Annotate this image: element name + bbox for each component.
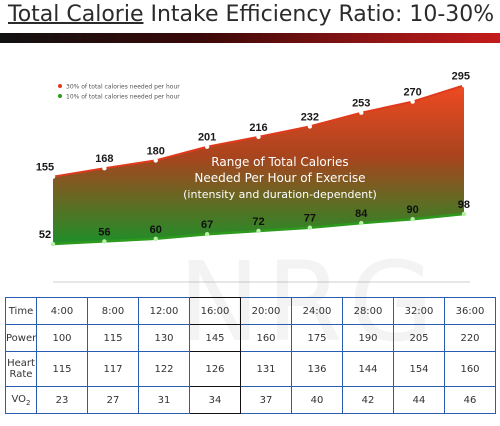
data-point-10pct-5 [307, 225, 313, 230]
data-label-30pct-0: 155 [36, 162, 54, 174]
data-point-10pct-0 [50, 241, 56, 247]
data-label-30pct-8: 295 [452, 70, 470, 82]
table-row: Power 100 115 130 145 160 175 190 205 220 [5, 324, 496, 352]
table-cell: 154 [393, 351, 445, 387]
data-label-10pct-4: 72 [252, 216, 264, 228]
legend: 30% of total calories needed per hour 10%… [58, 84, 180, 101]
data-point-10pct-8 [461, 211, 467, 217]
table-cell: 46 [444, 386, 496, 414]
table-cell: 175 [291, 324, 343, 352]
data-label-30pct-3: 201 [198, 132, 216, 144]
table-cell: 131 [240, 351, 292, 387]
data-label-10pct-0: 52 [39, 229, 51, 241]
table-cell: 40 [291, 386, 343, 414]
table-cell: 37 [240, 386, 292, 414]
annotation-line-2: Needed Per Hour of Exercise [194, 171, 365, 185]
table-cell: 27 [87, 386, 139, 414]
table-cell: 16:00 [189, 297, 241, 325]
table-cell: 115 [36, 351, 88, 387]
table-cell: 42 [342, 386, 394, 414]
table-cell: 220 [444, 324, 496, 352]
data-label-30pct-7: 270 [403, 87, 421, 99]
data-labels: 155 168 180 201 216 232 253 270 295 52 56 60 67 72 77 8… [36, 70, 470, 241]
data-point-30pct-7 [410, 99, 415, 104]
annotation-line-3: (intensity and duration-dependent) [183, 188, 377, 201]
data-table: Time 4:00 8:00 12:00 16:00 20:00 24:00 28:00 32:… [5, 297, 496, 414]
range-area [53, 85, 464, 244]
table-cell: 145 [189, 324, 241, 352]
legend-entry-1: 10% of total calories needed per hour [66, 94, 180, 101]
data-label-30pct-6: 253 [352, 98, 370, 110]
table-row: Time 4:00 8:00 12:00 16:00 20:00 24:00 28:00 32:… [5, 297, 496, 325]
data-point-10pct-6 [359, 220, 364, 226]
legend-entry-0: 30% of total calories needed per hour [66, 84, 180, 91]
data-label-30pct-5: 232 [301, 111, 319, 123]
table-cell: 136 [291, 351, 343, 387]
data-label-30pct-2: 180 [147, 145, 165, 157]
table-cell: 12:00 [138, 297, 190, 325]
table-row: VO2 23 27 31 34 37 40 42 44 46 [5, 386, 496, 414]
row-header: Time [5, 297, 37, 325]
data-point-30pct-4 [256, 134, 261, 140]
table-cell: 28:00 [342, 297, 394, 325]
row-header: Power [5, 324, 37, 352]
data-label-10pct-7: 90 [407, 204, 419, 216]
row-header-subscript: 2 [26, 398, 31, 407]
table-cell: 36:00 [444, 297, 496, 325]
data-label-10pct-3: 67 [201, 219, 213, 231]
data-point-30pct-1 [102, 166, 107, 171]
title-underlined: Total Calorie [8, 2, 144, 27]
data-label-10pct-5: 77 [304, 213, 316, 225]
annotation-line-1: Range of Total Calories [211, 155, 348, 169]
table-cell: 20:00 [240, 297, 292, 325]
table-cell: 122 [138, 351, 190, 387]
area-chart: 30% of total calories needed per hour 10%… [36, 70, 470, 283]
data-point-10pct-4 [256, 228, 261, 234]
table-row: Heart Rate 115 117 122 126 131 136 144 154 160 [5, 351, 496, 387]
table-cell: 115 [87, 324, 139, 352]
table-cell: 126 [189, 351, 241, 387]
table-cell: 23 [36, 386, 88, 414]
data-point-10pct-1 [102, 239, 107, 244]
legend-marker-1 [58, 94, 62, 98]
data-point-30pct-6 [359, 110, 364, 115]
title-rest: Intake Efficiency Ratio: 10-30% [143, 2, 495, 27]
legend-marker-0 [58, 84, 62, 88]
row-header: Heart Rate [5, 351, 37, 387]
data-point-10pct-7 [410, 217, 415, 222]
table-cell: 34 [189, 386, 241, 414]
table-cell: 160 [444, 351, 496, 387]
data-label-10pct-2: 60 [150, 224, 162, 236]
data-point-30pct-0 [50, 174, 56, 179]
table-cell: 8:00 [87, 297, 139, 325]
table-cell: 31 [138, 386, 190, 414]
data-label-10pct-8: 98 [458, 199, 470, 211]
table-cell: 32:00 [393, 297, 445, 325]
data-points [50, 83, 467, 247]
chart-title: Total Calorie Intake Efficiency Ratio: 1… [8, 2, 494, 27]
table-cell: 117 [87, 351, 139, 387]
title-bar [0, 33, 500, 43]
data-label-10pct-6: 84 [355, 208, 368, 220]
table-cell: 160 [240, 324, 292, 352]
data-label-30pct-4: 216 [249, 122, 267, 134]
table-cell: 44 [393, 386, 445, 414]
table-cell: 4:00 [36, 297, 88, 325]
table-cell: 24:00 [291, 297, 343, 325]
table-cell: 130 [138, 324, 190, 352]
data-point-30pct-5 [307, 124, 313, 129]
data-point-30pct-2 [153, 158, 158, 163]
table-cell: 205 [393, 324, 445, 352]
row-header: VO2 [5, 386, 37, 414]
table-cell: 100 [36, 324, 88, 352]
data-point-30pct-3 [204, 144, 210, 149]
data-point-10pct-3 [204, 232, 210, 237]
data-point-30pct-8 [461, 83, 467, 88]
data-point-10pct-2 [153, 236, 158, 241]
data-label-10pct-1: 56 [98, 226, 110, 238]
table-cell: 190 [342, 324, 394, 352]
data-table-body: Time 4:00 8:00 12:00 16:00 20:00 24:00 28:00 32:… [5, 297, 496, 414]
table-cell: 144 [342, 351, 394, 387]
data-label-30pct-1: 168 [95, 153, 113, 165]
